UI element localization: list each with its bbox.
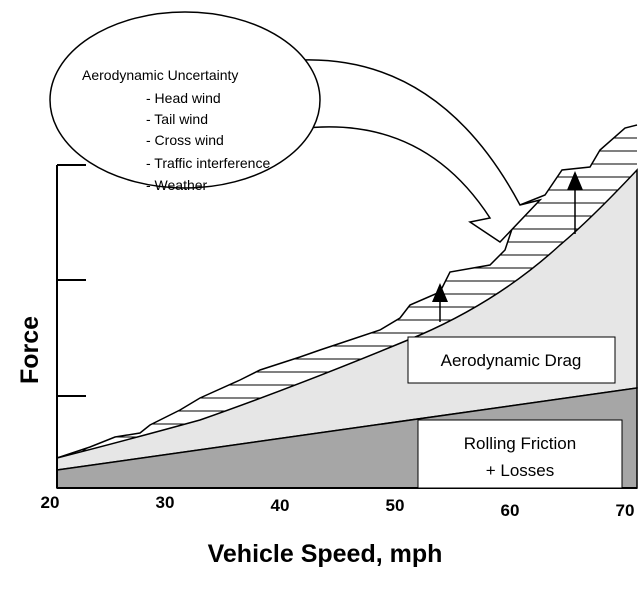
callout-item: - Traffic interference (146, 155, 270, 171)
rolling-label: + Losses (486, 461, 555, 480)
rolling-box (417, 419, 623, 489)
arrowhead (432, 283, 448, 302)
x-tick-label: 30 (156, 493, 175, 512)
rolling-label: Rolling Friction (464, 434, 576, 453)
callout-item: - Cross wind (146, 132, 224, 148)
x-axis-title: Vehicle Speed, mph (208, 540, 443, 568)
callout-bubble (49, 11, 321, 189)
drag-area (56, 168, 638, 471)
callout-item: - Head wind (146, 90, 221, 106)
callout-title: Aerodynamic Uncertainty (82, 67, 238, 83)
uncertainty-line (56, 124, 638, 459)
x-tick-label: 70 (616, 501, 635, 520)
drag-label: Aerodynamic Drag (441, 351, 582, 370)
x-tick-label: 20 (41, 493, 60, 512)
x-tick-label: 50 (386, 496, 405, 515)
callout-item: - Weather (146, 177, 208, 193)
drag-box (407, 336, 616, 384)
x-ticks: 20 30 40 50 60 70 (41, 493, 635, 520)
callout-item: - Tail wind (146, 111, 208, 127)
x-tick-label: 40 (271, 496, 290, 515)
y-axis-title: Force (16, 316, 44, 384)
arrowhead (567, 171, 583, 190)
callout-arrow (289, 59, 543, 243)
x-tick-label: 60 (501, 501, 520, 520)
